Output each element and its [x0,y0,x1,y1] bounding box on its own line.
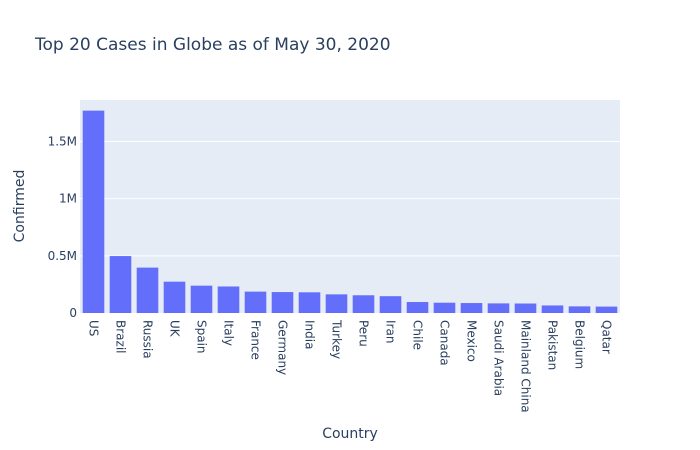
bar [379,296,402,313]
bar [406,302,429,313]
x-tick-label: Mexico [465,320,479,362]
y-axis-title: Confirmed [12,170,28,243]
x-tick-label: Russia [141,320,155,359]
x-tick-label: Pakistan [546,320,560,370]
y-tick-labels: 0 0.5M 1M 1.5M [48,135,77,320]
bar [433,302,456,313]
bar [460,303,483,313]
x-tick-label: Peru [357,320,371,347]
bar [325,294,348,313]
gridlines [80,141,620,257]
x-tick-label: Germany [276,320,290,375]
bars [82,110,618,314]
x-tick-label: Saudi Arabia [492,320,506,396]
x-tick-label: Mainland China [519,320,533,413]
bar [109,256,132,313]
bar [136,267,159,313]
bar [190,285,213,313]
x-tick-label: Iran [384,320,398,343]
bar [82,110,105,314]
bar [514,303,537,313]
x-tick-label: Belgium [573,320,587,369]
x-tick-label: Canada [438,320,452,366]
x-tick-label: Qatar [600,320,614,354]
bar [487,303,510,313]
bar [271,292,294,313]
x-tick-labels: US Brazil Russia UK Spain Italy France Germany I… [87,319,614,413]
x-tick-label: India [303,320,317,349]
bar [352,295,375,313]
bar [244,291,267,313]
x-tick-label: US [87,320,101,336]
bar [298,292,321,313]
y-tick-label: 0 [69,306,77,320]
x-tick-label: UK [168,320,182,338]
y-tick-label: 1M [59,192,77,206]
y-tick-label: 1.5M [48,135,77,149]
x-tick-label: Brazil [114,320,128,354]
plot-area [80,100,620,313]
x-tick-label: Chile [411,320,425,350]
chart-title: Top 20 Cases in Globe as of May 30, 2020 [34,35,391,55]
bar [163,281,186,313]
x-tick-label: France [249,320,263,360]
bar [541,305,564,313]
x-tick-label: Spain [195,320,209,354]
x-tick-label: Italy [222,320,236,346]
x-tick-label: Turkey [330,319,344,359]
x-axis-title: Country [322,426,378,442]
bar [568,306,591,313]
bar [217,286,240,313]
bar [595,306,618,313]
y-tick-label: 0.5M [48,249,77,263]
